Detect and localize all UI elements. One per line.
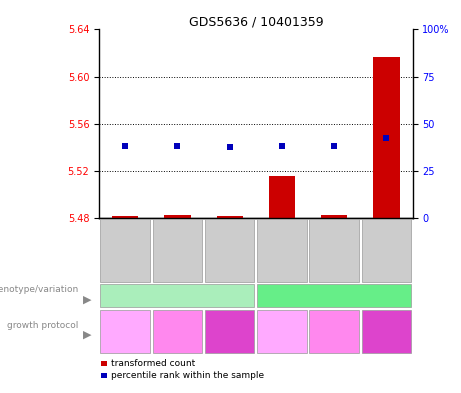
Text: TH1
conditions
for 4 days: TH1 conditions for 4 days: [107, 321, 143, 341]
Bar: [269, 176, 295, 218]
Text: Bhlhe40 knockout: Bhlhe40 knockout: [137, 291, 218, 300]
Text: wild type: wild type: [313, 291, 355, 300]
Bar: [112, 216, 138, 218]
Text: ▶: ▶: [83, 295, 91, 305]
Text: GSM1194894: GSM1194894: [225, 225, 234, 276]
Text: ▶: ▶: [83, 330, 91, 340]
Text: GSM1194889: GSM1194889: [330, 225, 339, 276]
Bar: [217, 216, 243, 218]
Text: TH17
conditions
for 4 days: TH17 conditions for 4 days: [368, 321, 405, 341]
Text: transformed count: transformed count: [111, 359, 195, 368]
Text: GSM1194893: GSM1194893: [173, 225, 182, 276]
Bar: [165, 215, 190, 218]
Text: TH1
conditions
for 4 days: TH1 conditions for 4 days: [264, 321, 300, 341]
Text: percentile rank within the sample: percentile rank within the sample: [111, 371, 264, 380]
Bar: [321, 215, 347, 218]
Text: GSM1194892: GSM1194892: [121, 225, 130, 276]
Text: TH2
conditions
for 4 days: TH2 conditions for 4 days: [160, 321, 195, 341]
Title: GDS5636 / 10401359: GDS5636 / 10401359: [189, 15, 323, 28]
Text: TH17
conditions
for 4 days: TH17 conditions for 4 days: [212, 321, 248, 341]
Text: TH2
conditions
for 4 days: TH2 conditions for 4 days: [316, 321, 352, 341]
Text: growth protocol: growth protocol: [7, 321, 78, 330]
Text: GSM1194890: GSM1194890: [382, 225, 391, 276]
Text: genotype/variation: genotype/variation: [0, 285, 78, 294]
Bar: [373, 57, 400, 218]
Text: GSM1194888: GSM1194888: [278, 225, 286, 276]
